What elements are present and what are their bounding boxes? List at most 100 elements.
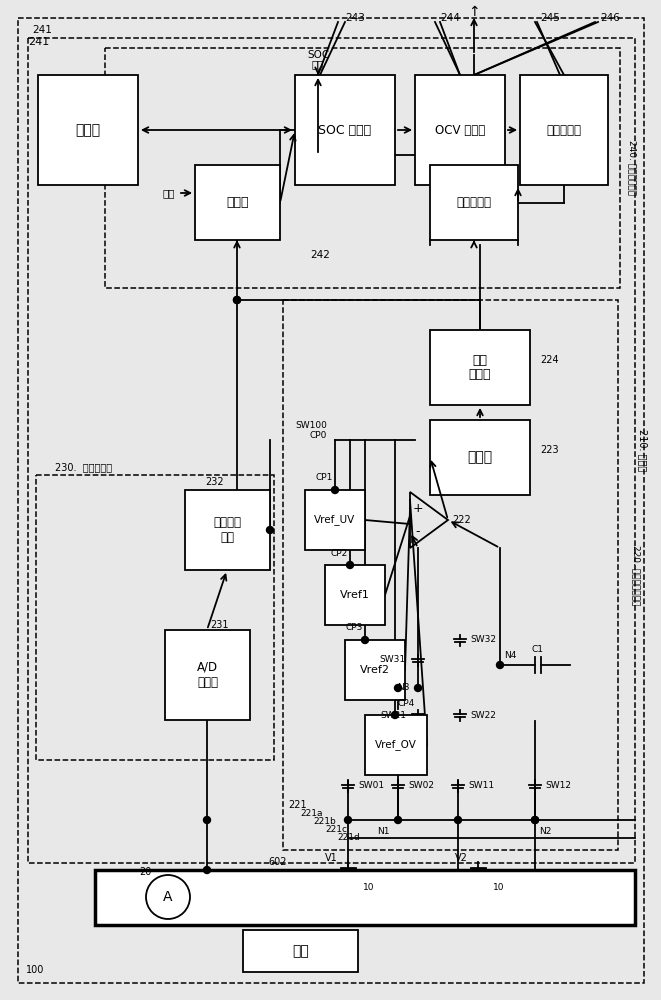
Bar — [295, 75, 395, 185]
Text: V1: V1 — [325, 853, 338, 863]
Text: CP2: CP2 — [330, 548, 348, 558]
Text: N2: N2 — [539, 828, 551, 836]
Text: N1: N1 — [377, 828, 390, 836]
Text: 242: 242 — [310, 250, 330, 260]
Text: 电流值计
算部: 电流值计 算部 — [214, 516, 241, 544]
Circle shape — [455, 816, 461, 824]
Text: SOC 计算部: SOC 计算部 — [319, 123, 371, 136]
Text: 210. 处理部: 210. 处理部 — [638, 429, 648, 471]
Text: SW01: SW01 — [358, 782, 384, 790]
Text: +: + — [412, 502, 423, 514]
Text: 221a: 221a — [300, 808, 323, 818]
Text: 230.  电流检测部: 230. 电流检测部 — [55, 462, 112, 472]
Bar — [520, 75, 608, 185]
Text: 220. 电压范围判定部: 220. 电压范围判定部 — [631, 545, 641, 605]
Text: 10: 10 — [363, 882, 375, 892]
Text: SW100: SW100 — [295, 420, 327, 430]
Bar — [185, 490, 270, 570]
Bar — [105, 48, 620, 288]
Text: 20: 20 — [139, 867, 152, 877]
Text: SW22: SW22 — [470, 710, 496, 720]
Text: CP4: CP4 — [397, 698, 414, 708]
Text: 存储部: 存储部 — [75, 123, 100, 137]
Text: 判定
控制部: 判定 控制部 — [469, 354, 491, 381]
Text: 221d: 221d — [337, 832, 360, 842]
Circle shape — [362, 637, 368, 644]
Text: 221: 221 — [288, 800, 307, 810]
Text: SW31: SW31 — [380, 656, 406, 664]
Circle shape — [204, 816, 210, 824]
Bar — [243, 930, 358, 972]
Bar — [430, 420, 530, 495]
Text: 累计部: 累计部 — [226, 196, 249, 209]
Text: 221c: 221c — [325, 824, 347, 834]
Text: Vref_UV: Vref_UV — [315, 515, 356, 525]
Circle shape — [266, 526, 274, 534]
Text: -: - — [416, 526, 420, 538]
Text: 电压补正部: 电压补正部 — [457, 196, 492, 209]
Circle shape — [391, 712, 399, 718]
Text: 223: 223 — [540, 445, 559, 455]
Text: 241: 241 — [32, 25, 52, 35]
Circle shape — [395, 684, 401, 692]
Text: 10: 10 — [493, 882, 504, 892]
Circle shape — [496, 662, 504, 668]
Text: 241: 241 — [28, 37, 50, 47]
Bar — [95, 870, 635, 925]
Text: 负载: 负载 — [292, 944, 309, 958]
Bar — [365, 715, 427, 775]
Circle shape — [395, 816, 401, 824]
Bar — [345, 640, 405, 700]
Text: 补正: 补正 — [312, 59, 325, 69]
Bar — [36, 475, 274, 760]
Bar — [325, 565, 385, 625]
Text: 比较器: 比较器 — [467, 450, 492, 464]
Text: 240. 电压值计算部: 240. 电压值计算部 — [627, 140, 637, 196]
Bar — [415, 75, 505, 185]
Bar — [195, 165, 280, 240]
Text: 246: 246 — [600, 13, 620, 23]
Text: 231: 231 — [210, 620, 229, 630]
Bar — [305, 490, 365, 550]
Text: C1: C1 — [531, 646, 543, 654]
Circle shape — [531, 816, 539, 824]
Text: OCV 估计部: OCV 估计部 — [435, 123, 485, 136]
Text: N3: N3 — [397, 684, 410, 692]
Text: SOC: SOC — [307, 50, 329, 60]
Bar — [38, 75, 138, 185]
Circle shape — [332, 487, 338, 493]
Circle shape — [414, 684, 422, 692]
Text: SW21: SW21 — [380, 710, 406, 720]
Text: SW32: SW32 — [470, 636, 496, 645]
Text: 224: 224 — [540, 355, 559, 365]
Bar — [430, 165, 518, 240]
Text: A/D
変換器: A/D 変換器 — [197, 661, 218, 689]
Text: Vref_OV: Vref_OV — [375, 740, 417, 750]
Text: 100: 100 — [26, 965, 44, 975]
Bar — [165, 630, 250, 720]
Text: CP0: CP0 — [309, 430, 327, 440]
Circle shape — [344, 816, 352, 824]
Text: SW11: SW11 — [468, 782, 494, 790]
Text: 221b: 221b — [313, 816, 336, 826]
Text: CP1: CP1 — [315, 474, 333, 483]
Text: 复位: 复位 — [163, 188, 175, 198]
Text: N4: N4 — [504, 650, 516, 660]
Circle shape — [233, 296, 241, 304]
Text: V2: V2 — [455, 853, 468, 863]
Circle shape — [233, 296, 241, 304]
Text: 602: 602 — [269, 857, 288, 867]
Bar — [430, 330, 530, 405]
Text: 244: 244 — [440, 13, 460, 23]
Text: 232: 232 — [205, 477, 223, 487]
Text: SW02: SW02 — [408, 782, 434, 790]
Circle shape — [531, 816, 539, 824]
Text: 电压估计部: 电压估计部 — [547, 123, 582, 136]
Circle shape — [346, 562, 354, 568]
Bar — [283, 300, 618, 850]
Circle shape — [146, 875, 190, 919]
Circle shape — [204, 866, 210, 874]
Text: CP3: CP3 — [346, 624, 363, 633]
Text: 222: 222 — [452, 515, 471, 525]
Text: Vref2: Vref2 — [360, 665, 390, 675]
